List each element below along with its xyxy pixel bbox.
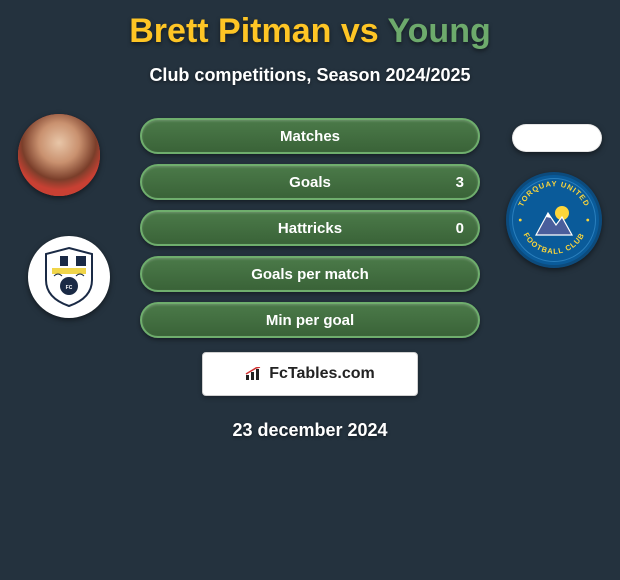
title-vs: vs (341, 12, 388, 50)
brand-label: FcTables.com (269, 365, 375, 383)
club1-badge: FC (28, 236, 110, 318)
stat-label: Hattricks (196, 220, 424, 237)
shield-icon: FC (42, 246, 96, 308)
stat-row-hattricks: Hattricks 0 (140, 210, 480, 246)
stat-label: Goals (196, 174, 424, 191)
player1-photo-icon (18, 114, 100, 196)
stat-row-min-per-goal: Min per goal (140, 302, 480, 338)
mountain-sun-icon (534, 203, 574, 237)
stat-label: Matches (196, 128, 424, 145)
player2-avatar (512, 124, 602, 152)
stat-right: 3 (424, 174, 464, 191)
subtitle: Club competitions, Season 2024/2025 (0, 65, 620, 86)
stat-label: Goals per match (196, 266, 424, 283)
player1-avatar (18, 114, 100, 196)
stats-table: Matches Goals 3 Hattricks 0 Goals per ma… (140, 118, 480, 338)
stat-label: Min per goal (196, 312, 424, 329)
stat-row-matches: Matches (140, 118, 480, 154)
page-title: Brett Pitman vs Young (0, 0, 620, 51)
stat-row-goals-per-match: Goals per match (140, 256, 480, 292)
title-player2: Young (388, 12, 491, 50)
brand-bar: FcTables.com (202, 352, 418, 396)
bar-chart-icon (245, 367, 263, 381)
stat-right: 0 (424, 220, 464, 237)
club2-badge: TORQUAY UNITED FOOTBALL CLUB (506, 172, 602, 268)
title-player1: Brett Pitman (129, 12, 331, 50)
stat-row-goals: Goals 3 (140, 164, 480, 200)
date-label: 23 december 2024 (0, 420, 620, 441)
svg-text:FC: FC (66, 285, 73, 291)
